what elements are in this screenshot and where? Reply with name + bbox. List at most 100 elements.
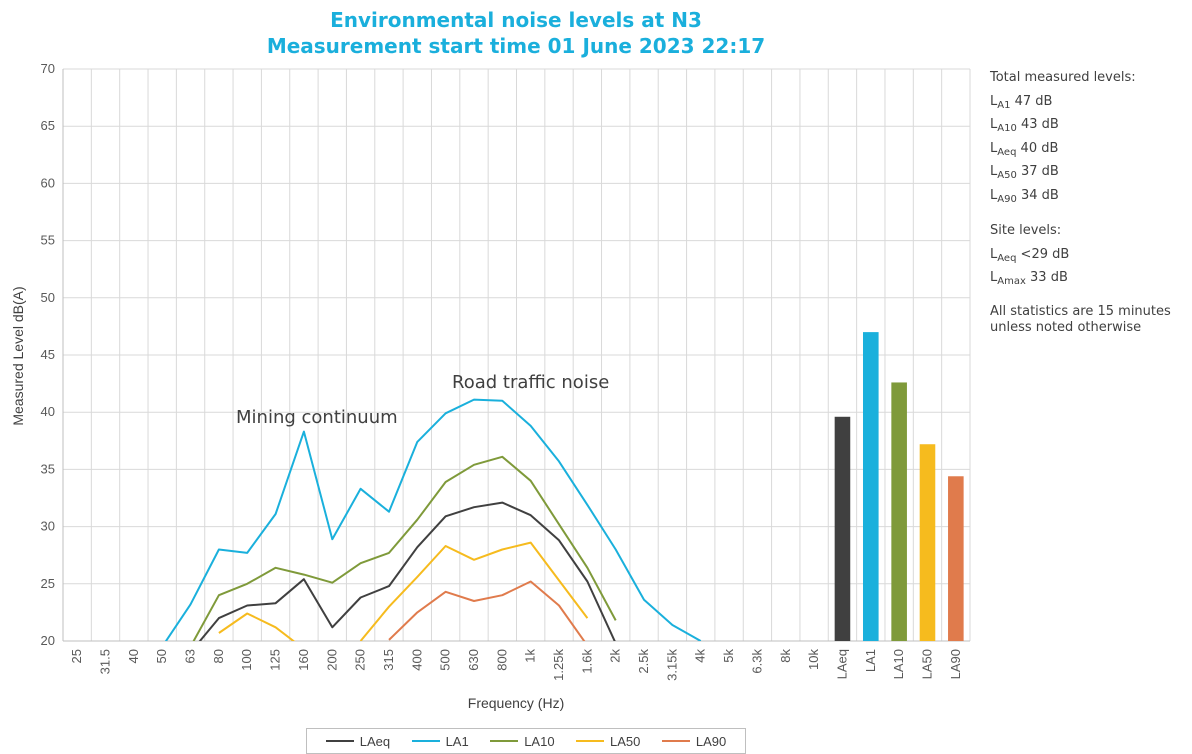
level-subscript: A50 (997, 170, 1017, 181)
bar-la90 (948, 476, 964, 641)
y-tick-label: 45 (41, 347, 55, 362)
legend-item-laeq: LAeq (325, 733, 391, 749)
y-axis-ticks: 20 25 30 35 40 45 50 55 60 65 70 (41, 61, 55, 648)
x-tick-label: 630 (466, 649, 481, 671)
y-tick-label: 60 (41, 175, 55, 190)
level-value: 37 dB (1016, 164, 1059, 179)
level-value: 34 dB (1016, 187, 1059, 203)
series-line-la10 (192, 455, 617, 641)
level-value: 43 dB (1016, 117, 1059, 132)
y-tick-label: 20 (41, 633, 55, 648)
legend-label: LA1 (445, 733, 469, 749)
series-lines (164, 398, 702, 641)
plot-area (164, 332, 964, 641)
level-symbol: L (990, 93, 998, 109)
x-tick-label: 500 (438, 649, 453, 671)
x-tick-label: 25 (69, 649, 84, 663)
x-tick-label: LAeq (834, 649, 849, 679)
bar-la10 (891, 382, 907, 641)
level-value: 40 dB (1016, 140, 1059, 156)
x-tick-label: 1.25k (551, 649, 566, 681)
bar-laeq (834, 416, 851, 641)
series-line-la90 (388, 580, 586, 641)
level-symbol: L (990, 117, 998, 132)
series-line-la1 (164, 398, 702, 641)
gridlines (62, 68, 971, 642)
legend-label: LA50 (610, 733, 641, 749)
x-tick-label: 3.15k (664, 649, 679, 681)
y-axis-title: Measured Level dB(A) (10, 286, 26, 425)
y-tick-label: 55 (41, 233, 55, 248)
total-level-item: LA50 37 dB (990, 160, 1190, 184)
x-tick-label: 2.5k (636, 649, 651, 674)
x-tick-label: 1.6k (579, 649, 594, 674)
x-tick-label: 315 (381, 649, 396, 671)
site-level-item: LAmax 33 dB (990, 266, 1190, 290)
site-levels-list: LAeq <29 dB LAmax 33 dB (990, 243, 1190, 290)
y-tick-label: 65 (41, 118, 55, 133)
y-tick-label: 70 (41, 61, 55, 76)
total-level-item: LA10 43 dB (990, 113, 1190, 137)
total-level-item: LAeq 40 dB (990, 137, 1190, 161)
chart-title-line-1: Environmental noise levels at N3 (330, 8, 702, 32)
x-tick-label: 160 (296, 649, 311, 671)
level-symbol: L (990, 270, 998, 285)
x-tick-label: 100 (239, 649, 254, 671)
total-levels-heading: Total measured levels: (990, 70, 1136, 85)
level-symbol: L (990, 187, 998, 203)
legend-label: LAeq (359, 733, 391, 749)
x-tick-label: 10k (806, 649, 821, 670)
level-subscript: Aeq (997, 146, 1017, 158)
x-tick-label: 4k (693, 649, 708, 663)
x-tick-label: 250 (353, 649, 368, 671)
y-tick-label: 25 (41, 576, 55, 591)
x-tick-label: LA10 (891, 649, 906, 679)
annotation-mining-continuum: Mining continuum (236, 407, 398, 428)
x-tick-label: 50 (154, 649, 169, 663)
x-tick-label: 200 (324, 649, 339, 671)
site-level-item: LAeq <29 dB (990, 243, 1190, 267)
x-tick-label: LA90 (948, 649, 963, 679)
level-subscript: A1 (997, 99, 1011, 111)
legend-item-la90: LA90 (661, 733, 727, 749)
statistics-footnote: All statistics are 15 minutes unless not… (990, 303, 1171, 335)
total-levels-list: LA1 47 dB LA10 43 dB LAeq 40 dB LA50 37 dB L… (990, 90, 1190, 208)
x-tick-label: 5k (721, 649, 736, 663)
legend-item-la10: LA10 (490, 733, 555, 749)
level-subscript: Amax (997, 276, 1026, 287)
level-subscript: A10 (997, 123, 1017, 134)
y-tick-label: 30 (41, 519, 55, 534)
level-value: <29 dB (1016, 246, 1070, 262)
x-tick-label: 31.5 (98, 649, 113, 674)
legend-label: LA10 (524, 733, 555, 749)
x-tick-label: 8k (778, 649, 793, 663)
chart-title-line-2: Measurement start time 01 June 2023 22:1… (267, 34, 765, 58)
x-tick-label: 40 (126, 649, 141, 663)
level-value: 33 dB (1025, 270, 1068, 285)
x-tick-label: 125 (268, 649, 283, 671)
level-value: 47 dB (1010, 93, 1053, 109)
x-tick-label: 800 (494, 649, 509, 671)
total-level-item: LA90 34 dB (990, 184, 1190, 208)
level-notes: Total measured levels: LA1 47 dB LA10 43 … (990, 66, 1190, 336)
series-line-laeq (198, 501, 616, 641)
x-tick-label: 1k (523, 649, 538, 663)
x-tick-label: LA50 (919, 649, 934, 679)
total-level-item: LA1 47 dB (990, 90, 1190, 114)
x-axis-title: Frequency (Hz) (468, 695, 564, 711)
legend: LAeq LA1 LA10 LA50 LA90 (306, 728, 746, 754)
x-tick-label: 400 (409, 649, 424, 671)
y-tick-label: 50 (41, 290, 55, 305)
level-symbol: L (990, 164, 998, 179)
y-tick-label: 40 (41, 404, 55, 419)
level-subscript: Aeq (997, 252, 1017, 264)
level-symbol: L (990, 140, 998, 156)
legend-label: LA90 (695, 733, 727, 749)
series-line-la50 (218, 541, 589, 641)
x-tick-label: 80 (211, 649, 226, 663)
bar-la50 (919, 444, 936, 641)
legend-swatch (411, 740, 440, 742)
level-subscript: A90 (997, 193, 1017, 205)
bar-la1 (863, 332, 879, 641)
x-tick-label: 6.3k (749, 649, 764, 674)
